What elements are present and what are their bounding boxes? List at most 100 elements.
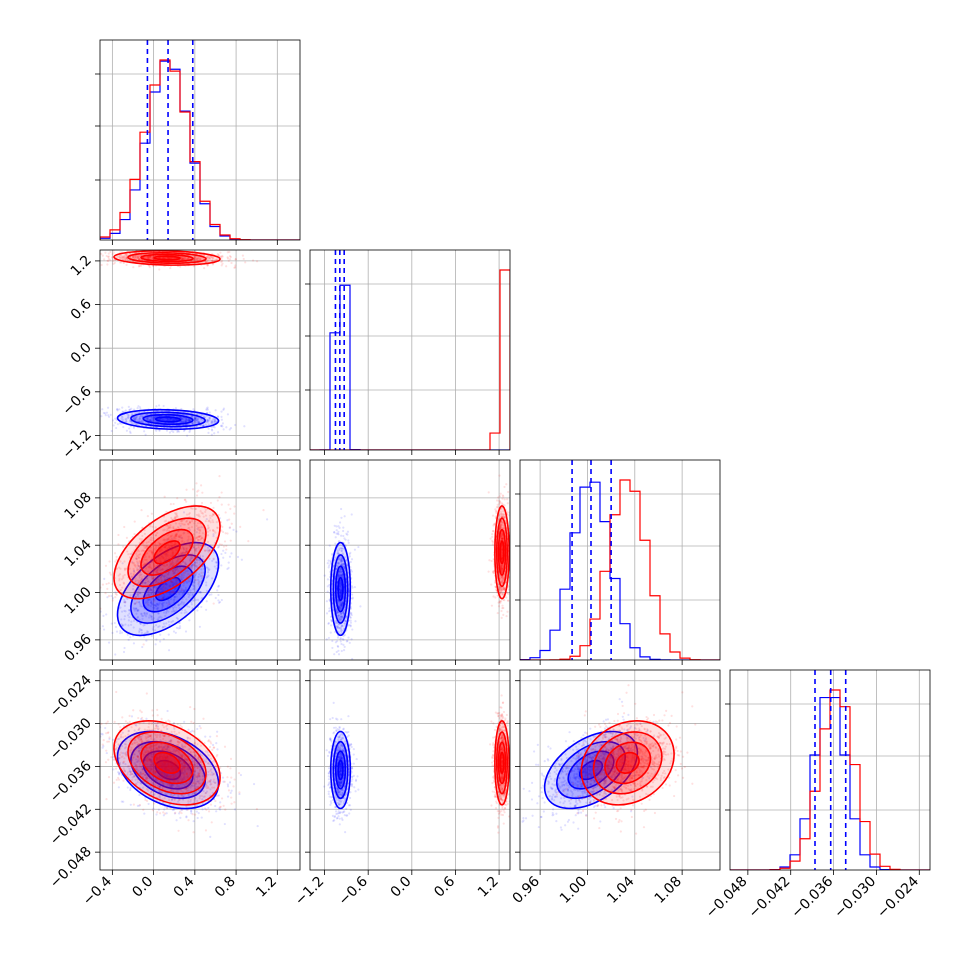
scatter-point-red — [207, 264, 209, 266]
scatter-point-red — [185, 489, 187, 491]
scatter-point-blue — [329, 562, 331, 564]
scatter-point-blue — [106, 412, 108, 414]
scatter-point-red — [104, 252, 106, 254]
scatter-point-blue — [125, 660, 127, 662]
scatter-point-blue — [222, 422, 224, 424]
scatter-point-blue — [220, 416, 222, 418]
scatter-point-blue — [155, 405, 157, 407]
scatter-point-blue — [350, 625, 352, 627]
scatter-point-blue — [210, 593, 212, 595]
scatter-point-blue — [343, 649, 345, 651]
scatter-point-red — [196, 491, 198, 493]
scatter-point-red — [108, 582, 110, 584]
scatter-point-blue — [92, 415, 94, 417]
scatter-point-blue — [334, 525, 336, 527]
scatter-point-blue — [129, 432, 131, 434]
scatter-point-red — [151, 513, 153, 515]
scatter-point-blue — [340, 637, 342, 639]
scatter-point-red — [111, 583, 113, 585]
panel-content — [100, 40, 300, 240]
scatter-point-blue — [112, 419, 114, 421]
scatter-point-red — [168, 603, 170, 605]
scatter-point-red — [133, 533, 135, 535]
scatter-point-red — [105, 565, 107, 567]
scatter-point-blue — [173, 630, 175, 632]
scatter-point-blue — [348, 542, 350, 544]
scatter-point-blue — [227, 567, 229, 569]
scatter-point-blue — [343, 537, 345, 539]
scatter-point-red — [176, 497, 178, 499]
scatter-point-blue — [110, 595, 112, 597]
scatter-point-blue — [107, 407, 109, 409]
scatter-point-blue — [179, 625, 181, 627]
scatter-point-blue — [327, 590, 329, 592]
y-tick-label: 0.6 — [68, 296, 95, 323]
scatter-point-blue — [340, 508, 342, 510]
scatter-point-blue — [349, 555, 351, 557]
scatter-point-blue — [328, 564, 330, 566]
scatter-point-red — [224, 540, 226, 542]
scatter-point-blue — [225, 426, 227, 428]
scatter-point-blue — [211, 428, 213, 430]
scatter-point-blue — [115, 427, 117, 429]
scatter-point-red — [134, 520, 136, 522]
scatter-point-blue — [215, 409, 217, 411]
scatter-point-blue — [205, 609, 207, 611]
scatter-point-red — [102, 255, 104, 257]
scatter-point-red — [105, 583, 107, 585]
scatter-point-blue — [329, 544, 331, 546]
scatter-point-red — [106, 263, 108, 265]
scatter-point-blue — [116, 631, 118, 633]
scatter-point-blue — [115, 626, 117, 628]
scatter-point-red — [197, 581, 199, 583]
scatter-point-red — [114, 560, 116, 562]
scatter-point-red — [102, 583, 104, 585]
scatter-point-blue — [342, 535, 344, 537]
scatter-point-blue — [209, 411, 211, 413]
scatter-point-blue — [81, 424, 83, 426]
scatter-point-red — [230, 540, 232, 542]
scatter-point-red — [123, 526, 125, 528]
scatter-point-red — [208, 558, 210, 560]
scatter-point-red — [120, 261, 122, 263]
scatter-point-blue — [354, 620, 356, 622]
scatter-point-blue — [114, 622, 116, 624]
scatter-point-red — [221, 544, 223, 546]
scatter-point-blue — [155, 643, 157, 645]
scatter-point-red — [508, 589, 510, 591]
scatter-point-red — [147, 515, 149, 517]
scatter-point-blue — [208, 594, 210, 596]
scatter-point-blue — [357, 546, 359, 548]
scatter-point-red — [212, 507, 214, 509]
scatter-point-red — [230, 262, 232, 264]
scatter-point-red — [97, 257, 99, 259]
scatter-point-blue — [102, 625, 104, 627]
scatter-point-blue — [337, 645, 339, 647]
scatter-point-red — [233, 267, 235, 269]
panel-content — [310, 250, 510, 450]
scatter-point-red — [229, 258, 231, 260]
scatter-point-blue — [221, 599, 223, 601]
scatter-point-blue — [351, 614, 353, 616]
scatter-point-blue — [351, 570, 353, 572]
scatter-point-blue — [354, 549, 356, 551]
scatter-point-red — [108, 560, 110, 562]
scatter-point-blue — [350, 612, 352, 614]
scatter-point-red — [93, 599, 95, 601]
panel-1-1 — [305, 250, 510, 455]
scatter-point-blue — [123, 647, 125, 649]
scatter-point-red — [93, 258, 95, 260]
scatter-point-blue — [145, 639, 147, 641]
scatter-point-red — [155, 247, 157, 249]
scatter-point-blue — [223, 428, 225, 430]
scatter-point-blue — [338, 653, 340, 655]
scatter-point-blue — [211, 434, 213, 436]
scatter-point-blue — [334, 542, 336, 544]
scatter-point-blue — [339, 521, 341, 523]
scatter-point-red — [491, 533, 493, 535]
scatter-point-blue — [143, 430, 145, 432]
scatter-point-red — [116, 594, 118, 596]
scatter-point-blue — [136, 407, 138, 409]
scatter-point-red — [239, 526, 241, 528]
